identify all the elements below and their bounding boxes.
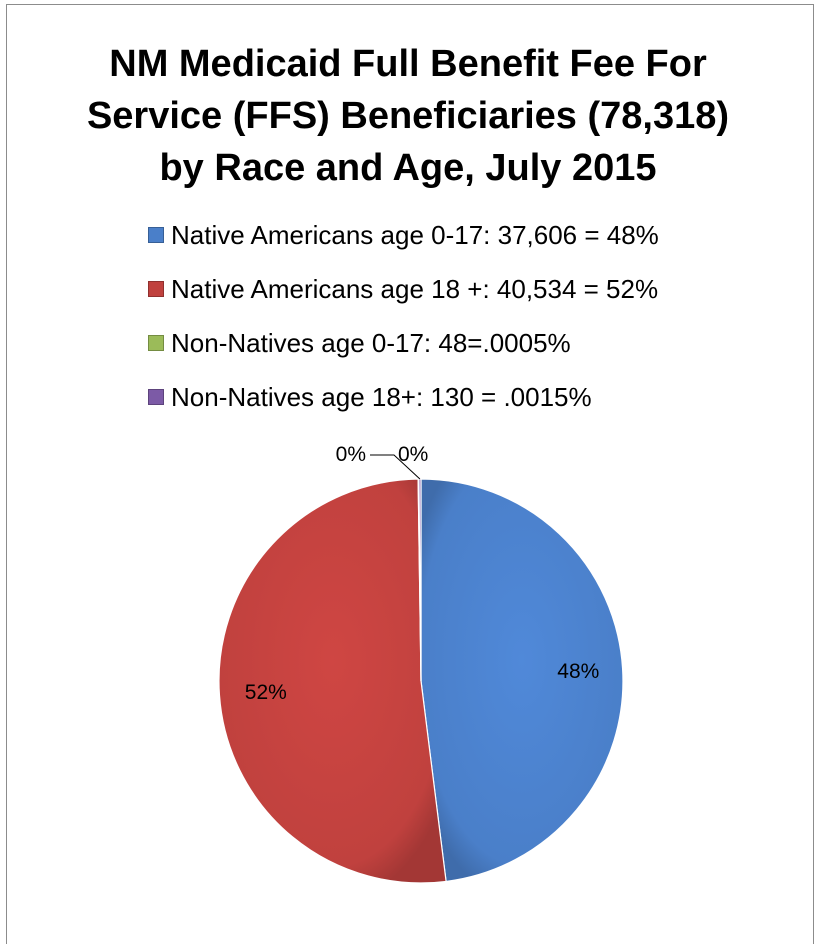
chart-frame	[6, 4, 814, 944]
data-label-native-18-plus: 52%	[245, 681, 287, 704]
data-label-native-0-17: 48%	[557, 660, 599, 683]
legend-swatch-native-18-plus	[148, 281, 164, 297]
pie-slice-native-18-plus	[218, 478, 447, 884]
legend-label-non-native-0-17: Non-Natives age 0-17: 48=.0005%	[171, 327, 571, 358]
data-label-non-native-0-17: 0%	[336, 443, 366, 466]
data-label-non-native-18-plus: 0%	[398, 443, 428, 466]
legend-swatch-native-0-17	[148, 227, 164, 243]
legend: Native Americans age 0-17: 37,606 = 48% …	[148, 208, 768, 424]
pie-slice-native-0-17	[420, 478, 624, 883]
chart-title-line-3: by Race and Age, July 2015	[159, 147, 657, 189]
leader-line	[370, 454, 421, 480]
chart-title-line-1: NM Medicaid Full Benefit Fee For	[109, 43, 707, 85]
legend-swatch-non-native-0-17	[148, 335, 164, 351]
chart-title: NM Medicaid Full Benefit Fee For Service…	[50, 38, 766, 194]
legend-label-non-native-18-plus: Non-Natives age 18+: 130 = .0015%	[171, 381, 592, 412]
legend-label-native-18-plus: Native Americans age 18 +: 40,534 = 52%	[171, 273, 659, 304]
legend-item-native-18-plus: Native Americans age 18 +: 40,534 = 52%	[148, 262, 768, 316]
legend-item-native-0-17: Native Americans age 0-17: 37,606 = 48%	[148, 208, 768, 262]
legend-item-non-native-0-17: Non-Natives age 0-17: 48=.0005%	[148, 316, 768, 370]
legend-label-native-0-17: Native Americans age 0-17: 37,606 = 48%	[171, 219, 659, 250]
legend-item-non-native-18-plus: Non-Natives age 18+: 130 = .0015%	[148, 370, 768, 424]
legend-swatch-non-native-18-plus	[148, 389, 164, 405]
pie-slice-non-native-18-plus	[418, 478, 422, 682]
chart-title-line-2: Service (FFS) Beneficiaries (78,318)	[86, 95, 730, 137]
